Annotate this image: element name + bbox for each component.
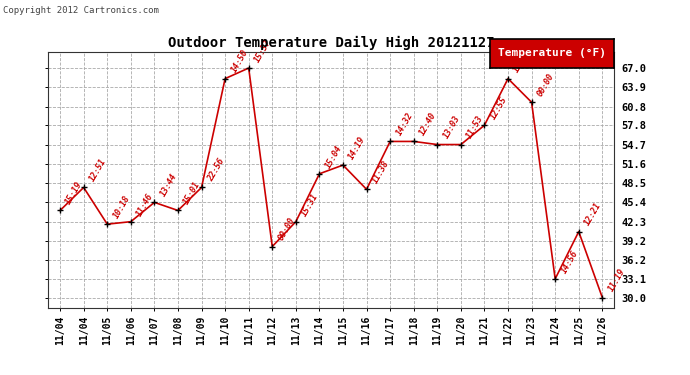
Text: 15:19: 15:19 bbox=[64, 180, 85, 206]
Text: 14:56: 14:56 bbox=[560, 249, 580, 275]
Text: 12:51: 12:51 bbox=[88, 157, 108, 183]
Text: 15:04: 15:04 bbox=[324, 144, 344, 170]
Text: 11:53: 11:53 bbox=[465, 114, 485, 140]
Title: Outdoor Temperature Daily High 20121127: Outdoor Temperature Daily High 20121127 bbox=[168, 36, 495, 50]
Text: 14:50: 14:50 bbox=[229, 48, 250, 75]
Text: Copyright 2012 Cartronics.com: Copyright 2012 Cartronics.com bbox=[3, 6, 159, 15]
Text: 11:19: 11:19 bbox=[607, 267, 627, 293]
Text: 15:31: 15:31 bbox=[300, 191, 320, 217]
Text: 00:00: 00:00 bbox=[277, 216, 297, 242]
Text: 10:18: 10:18 bbox=[111, 194, 132, 220]
Text: 14:19: 14:19 bbox=[347, 135, 368, 161]
Text: 15:01: 15:01 bbox=[182, 180, 202, 206]
Text: 15:37: 15:37 bbox=[253, 38, 273, 64]
Text: 12:21: 12:21 bbox=[583, 201, 603, 228]
Text: 12:55: 12:55 bbox=[489, 95, 509, 121]
Text: 00:00: 00:00 bbox=[535, 72, 556, 98]
Text: 22:56: 22:56 bbox=[206, 157, 226, 183]
Text: Temperature (°F): Temperature (°F) bbox=[498, 48, 606, 58]
Text: 12:40: 12:40 bbox=[418, 111, 438, 137]
Text: 13:03: 13:03 bbox=[442, 114, 462, 140]
Text: 11:46: 11:46 bbox=[135, 191, 155, 217]
Text: 13:44: 13:44 bbox=[159, 172, 179, 198]
Text: 14:32: 14:32 bbox=[394, 111, 415, 137]
Text: 11:38: 11:38 bbox=[371, 159, 391, 185]
Text: 12:55: 12:55 bbox=[512, 48, 533, 75]
